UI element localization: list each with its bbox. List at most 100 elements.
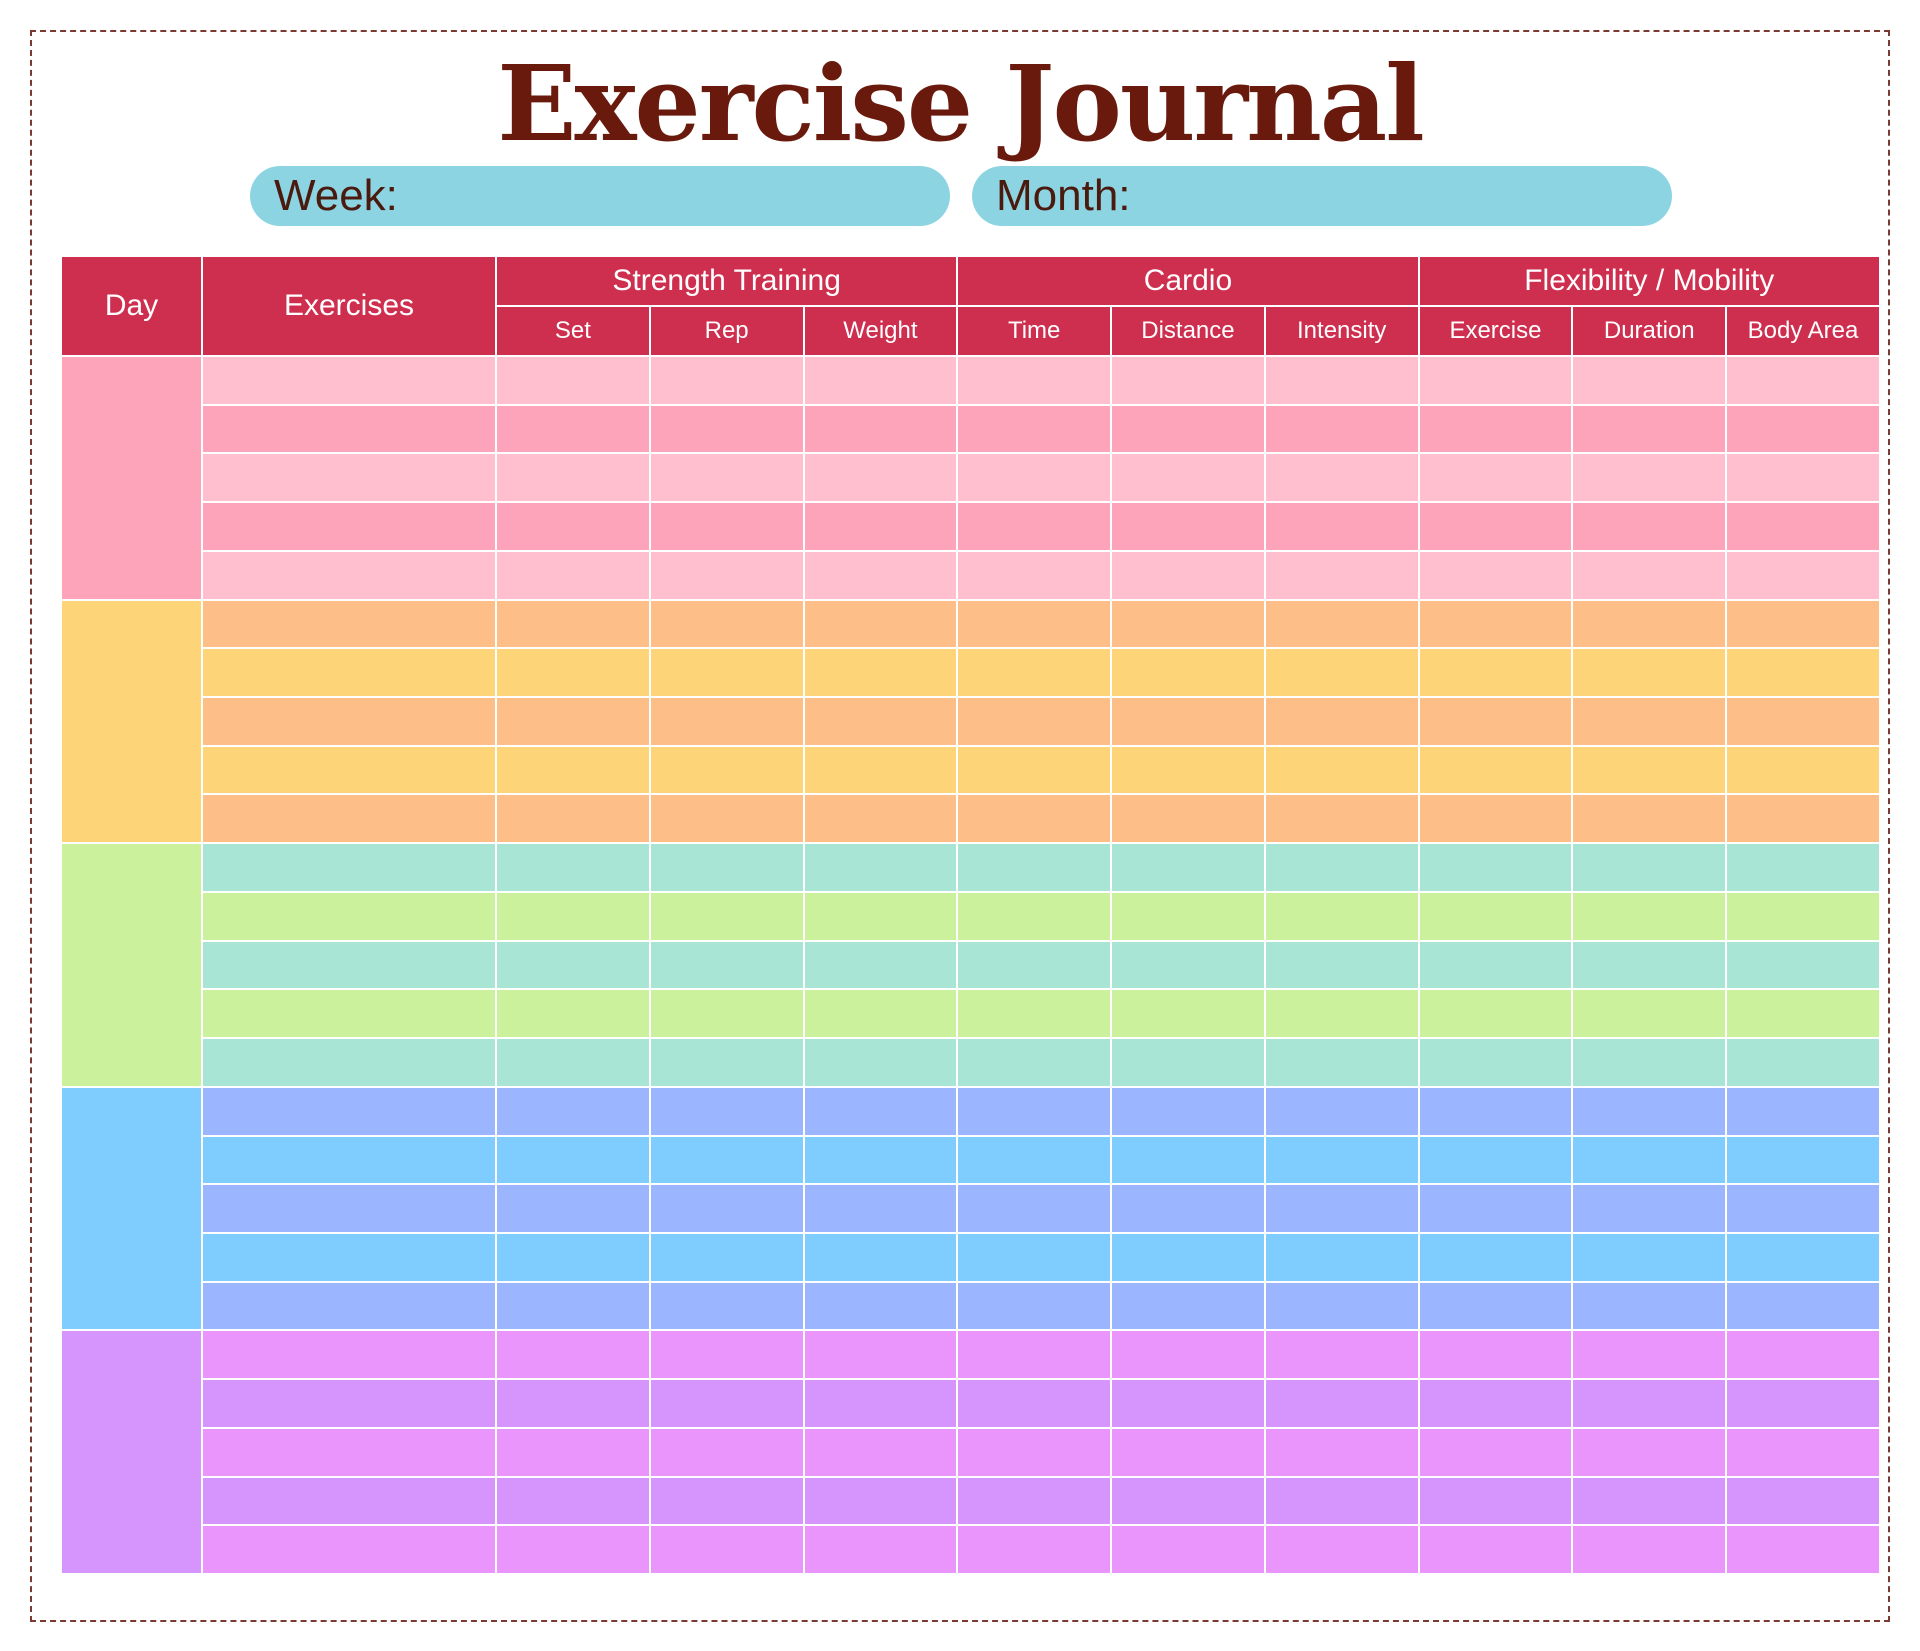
entry-cell[interactable] (1573, 649, 1726, 697)
entry-cell[interactable] (650, 892, 803, 940)
entry-cell[interactable] (1112, 990, 1264, 1038)
entry-cell[interactable] (497, 1428, 649, 1476)
entry-cell[interactable] (497, 941, 649, 989)
entry-cell[interactable] (497, 600, 649, 648)
entry-cell[interactable] (1265, 1185, 1418, 1232)
exercise-name-cell[interactable] (203, 892, 495, 940)
month-field[interactable]: Month: (972, 166, 1672, 226)
day-cell[interactable] (62, 600, 201, 843)
entry-cell[interactable] (804, 600, 957, 648)
entry-cell[interactable] (1419, 649, 1572, 697)
entry-cell[interactable] (958, 1185, 1111, 1232)
entry-cell[interactable] (1573, 454, 1726, 502)
entry-cell[interactable] (1265, 454, 1418, 502)
exercise-name-cell[interactable] (203, 1039, 495, 1086)
day-cell[interactable] (62, 1331, 201, 1573)
day-cell[interactable] (62, 1087, 201, 1330)
entry-cell[interactable] (958, 844, 1111, 891)
entry-cell[interactable] (804, 1526, 957, 1573)
entry-cell[interactable] (1573, 1380, 1726, 1427)
entry-cell[interactable] (1419, 1526, 1572, 1573)
entry-cell[interactable] (497, 795, 649, 843)
entry-cell[interactable] (1419, 941, 1572, 989)
entry-cell[interactable] (1419, 1136, 1572, 1184)
entry-cell[interactable] (1727, 1380, 1879, 1427)
entry-cell[interactable] (958, 1282, 1111, 1330)
entry-cell[interactable] (1419, 1282, 1572, 1330)
exercise-name-cell[interactable] (203, 600, 495, 648)
entry-cell[interactable] (497, 649, 649, 697)
entry-cell[interactable] (650, 1282, 803, 1330)
entry-cell[interactable] (1727, 551, 1879, 599)
entry-cell[interactable] (650, 1233, 803, 1281)
entry-cell[interactable] (1112, 1428, 1264, 1476)
entry-cell[interactable] (650, 1087, 803, 1135)
entry-cell[interactable] (958, 698, 1111, 745)
entry-cell[interactable] (1112, 1331, 1264, 1379)
exercise-name-cell[interactable] (203, 1331, 495, 1379)
entry-cell[interactable] (1419, 698, 1572, 745)
entry-cell[interactable] (497, 1087, 649, 1135)
entry-cell[interactable] (1112, 503, 1264, 550)
entry-cell[interactable] (1265, 1380, 1418, 1427)
entry-cell[interactable] (958, 551, 1111, 599)
entry-cell[interactable] (650, 941, 803, 989)
entry-cell[interactable] (497, 990, 649, 1038)
entry-cell[interactable] (804, 649, 957, 697)
week-field[interactable]: Week: (250, 166, 950, 226)
entry-cell[interactable] (1727, 1087, 1879, 1135)
entry-cell[interactable] (1112, 1477, 1264, 1525)
entry-cell[interactable] (497, 1380, 649, 1427)
entry-cell[interactable] (650, 1526, 803, 1573)
entry-cell[interactable] (958, 1526, 1111, 1573)
entry-cell[interactable] (958, 1428, 1111, 1476)
entry-cell[interactable] (1727, 503, 1879, 550)
entry-cell[interactable] (958, 1380, 1111, 1427)
entry-cell[interactable] (650, 844, 803, 891)
day-cell[interactable] (62, 844, 201, 1086)
entry-cell[interactable] (1727, 990, 1879, 1038)
entry-cell[interactable] (497, 1185, 649, 1232)
entry-cell[interactable] (1419, 795, 1572, 843)
entry-cell[interactable] (958, 1136, 1111, 1184)
entry-cell[interactable] (1419, 600, 1572, 648)
entry-cell[interactable] (1727, 405, 1879, 453)
entry-cell[interactable] (804, 357, 957, 404)
entry-cell[interactable] (1727, 600, 1879, 648)
entry-cell[interactable] (650, 551, 803, 599)
day-cell[interactable] (62, 357, 201, 599)
entry-cell[interactable] (650, 746, 803, 794)
entry-cell[interactable] (650, 600, 803, 648)
entry-cell[interactable] (1419, 454, 1572, 502)
exercise-name-cell[interactable] (203, 551, 495, 599)
exercise-name-cell[interactable] (203, 1185, 495, 1232)
entry-cell[interactable] (804, 405, 957, 453)
entry-cell[interactable] (497, 503, 649, 550)
entry-cell[interactable] (497, 698, 649, 745)
entry-cell[interactable] (650, 1380, 803, 1427)
entry-cell[interactable] (1112, 1136, 1264, 1184)
entry-cell[interactable] (1419, 1477, 1572, 1525)
entry-cell[interactable] (1265, 1477, 1418, 1525)
entry-cell[interactable] (497, 1136, 649, 1184)
entry-cell[interactable] (1112, 795, 1264, 843)
entry-cell[interactable] (958, 1331, 1111, 1379)
entry-cell[interactable] (958, 1233, 1111, 1281)
entry-cell[interactable] (1419, 1380, 1572, 1427)
entry-cell[interactable] (1727, 1233, 1879, 1281)
entry-cell[interactable] (1112, 746, 1264, 794)
entry-cell[interactable] (1727, 746, 1879, 794)
entry-cell[interactable] (1573, 795, 1726, 843)
entry-cell[interactable] (804, 454, 957, 502)
entry-cell[interactable] (1112, 551, 1264, 599)
entry-cell[interactable] (804, 1185, 957, 1232)
entry-cell[interactable] (1112, 600, 1264, 648)
entry-cell[interactable] (1573, 1087, 1726, 1135)
entry-cell[interactable] (1573, 1039, 1726, 1086)
entry-cell[interactable] (1419, 990, 1572, 1038)
entry-cell[interactable] (958, 503, 1111, 550)
exercise-name-cell[interactable] (203, 357, 495, 404)
entry-cell[interactable] (1419, 1185, 1572, 1232)
entry-cell[interactable] (650, 357, 803, 404)
exercise-name-cell[interactable] (203, 649, 495, 697)
